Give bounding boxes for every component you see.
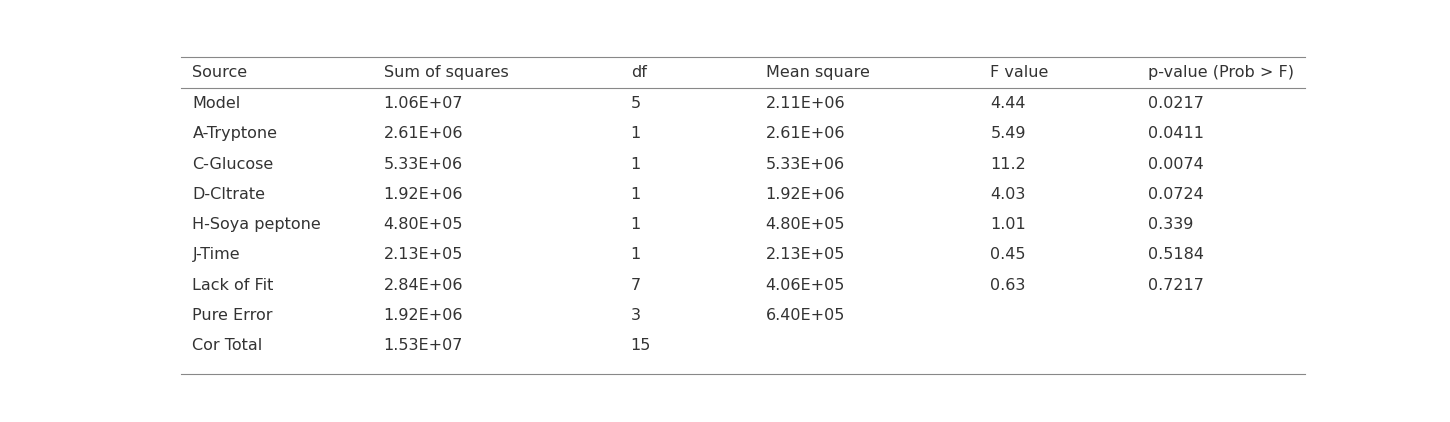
Text: 1.92E+06: 1.92E+06 xyxy=(766,187,845,202)
Text: 0.0724: 0.0724 xyxy=(1147,187,1204,202)
Text: 0.5184: 0.5184 xyxy=(1147,247,1204,262)
Text: 1.53E+07: 1.53E+07 xyxy=(383,338,463,353)
Text: 1.92E+06: 1.92E+06 xyxy=(383,308,463,323)
Text: Lack of Fit: Lack of Fit xyxy=(193,278,274,292)
Text: 11.2: 11.2 xyxy=(990,157,1027,172)
Text: Pure Error: Pure Error xyxy=(193,308,273,323)
Text: 1: 1 xyxy=(631,217,641,232)
Text: 1: 1 xyxy=(631,247,641,262)
Text: A-Tryptone: A-Tryptone xyxy=(193,127,277,141)
Text: Model: Model xyxy=(193,96,241,111)
Text: Mean square: Mean square xyxy=(766,65,870,80)
Text: 1.01: 1.01 xyxy=(990,217,1027,232)
Text: 1.06E+07: 1.06E+07 xyxy=(383,96,463,111)
Text: 5: 5 xyxy=(631,96,641,111)
Text: 5.33E+06: 5.33E+06 xyxy=(383,157,463,172)
Text: 1: 1 xyxy=(631,157,641,172)
Text: F value: F value xyxy=(990,65,1048,80)
Text: 5.33E+06: 5.33E+06 xyxy=(766,157,845,172)
Text: 0.45: 0.45 xyxy=(990,247,1025,262)
Text: J-Time: J-Time xyxy=(193,247,241,262)
Text: 5.49: 5.49 xyxy=(990,127,1025,141)
Text: 2.61E+06: 2.61E+06 xyxy=(766,127,845,141)
Text: 1.92E+06: 1.92E+06 xyxy=(383,187,463,202)
Text: p-value (Prob > F): p-value (Prob > F) xyxy=(1147,65,1293,80)
Text: 15: 15 xyxy=(631,338,651,353)
Text: 4.80E+05: 4.80E+05 xyxy=(766,217,845,232)
Text: C-Glucose: C-Glucose xyxy=(193,157,274,172)
Text: 4.06E+05: 4.06E+05 xyxy=(766,278,845,292)
Text: Cor Total: Cor Total xyxy=(193,338,262,353)
Text: 2.61E+06: 2.61E+06 xyxy=(383,127,463,141)
Text: 2.13E+05: 2.13E+05 xyxy=(383,247,463,262)
Text: 2.11E+06: 2.11E+06 xyxy=(766,96,845,111)
Text: 0.0074: 0.0074 xyxy=(1147,157,1204,172)
Text: 7: 7 xyxy=(631,278,641,292)
Text: 0.63: 0.63 xyxy=(990,278,1025,292)
Text: 1: 1 xyxy=(631,127,641,141)
Text: 1: 1 xyxy=(631,187,641,202)
Text: 0.339: 0.339 xyxy=(1147,217,1193,232)
Text: 4.80E+05: 4.80E+05 xyxy=(383,217,463,232)
Text: 0.0411: 0.0411 xyxy=(1147,127,1204,141)
Text: Sum of squares: Sum of squares xyxy=(383,65,509,80)
Text: df: df xyxy=(631,65,647,80)
Text: H-Soya peptone: H-Soya peptone xyxy=(193,217,322,232)
Text: 6.40E+05: 6.40E+05 xyxy=(766,308,845,323)
Text: 0.7217: 0.7217 xyxy=(1147,278,1204,292)
Text: Source: Source xyxy=(193,65,248,80)
Text: 4.03: 4.03 xyxy=(990,187,1025,202)
Text: 2.13E+05: 2.13E+05 xyxy=(766,247,845,262)
Text: D-CItrate: D-CItrate xyxy=(193,187,265,202)
Text: 0.0217: 0.0217 xyxy=(1147,96,1204,111)
Text: 2.84E+06: 2.84E+06 xyxy=(383,278,463,292)
Text: 3: 3 xyxy=(631,308,641,323)
Text: 4.44: 4.44 xyxy=(990,96,1025,111)
